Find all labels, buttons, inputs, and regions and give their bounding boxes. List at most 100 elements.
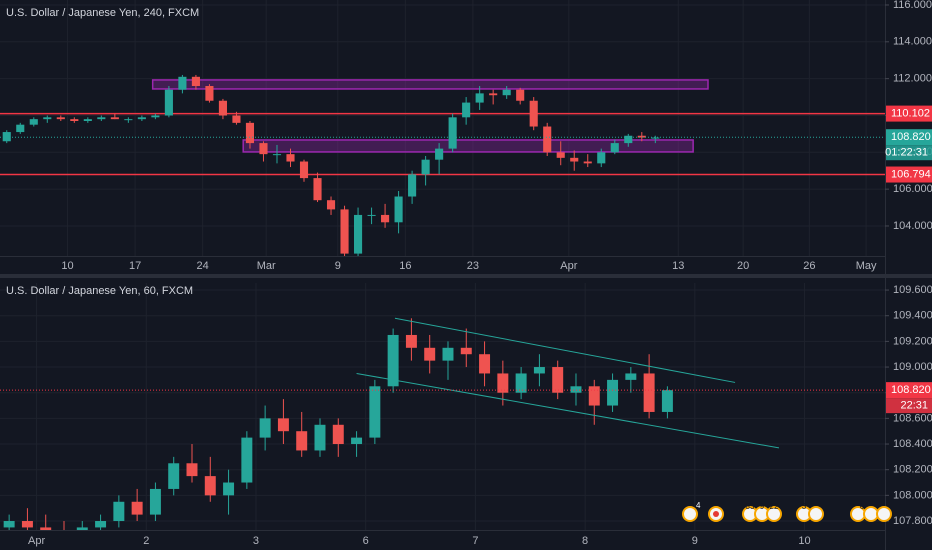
candle-body (533, 367, 545, 374)
candle-body (332, 424, 344, 445)
countdown-label: 01:22:31 (885, 147, 928, 159)
x-tick-label: 23 (467, 260, 479, 272)
candle-body (570, 157, 579, 162)
candle-body (124, 119, 133, 121)
candle-body (286, 154, 295, 162)
candle-body (435, 148, 444, 160)
candle-body (588, 386, 600, 406)
event-icon (808, 506, 824, 522)
candle-body (460, 347, 472, 355)
candle-body (232, 115, 241, 123)
y-tick-label: 108.000 (893, 489, 932, 501)
candle-body (369, 386, 381, 438)
candle-body (624, 135, 633, 144)
last-price-label: 108.820 (891, 131, 931, 143)
candle-body (583, 161, 592, 164)
y-tick-label: 109.600 (893, 284, 932, 296)
candle-body (83, 119, 92, 122)
countdown-tag (886, 398, 932, 414)
y-tick-label: 104.000 (893, 220, 932, 232)
candle-body (489, 93, 498, 96)
last-price-tag (886, 382, 932, 399)
x-tick-label: 10 (61, 260, 73, 272)
candle-body (516, 89, 525, 101)
y-tick-label: 108.400 (893, 438, 932, 450)
candle-body (259, 418, 271, 438)
candle-body (76, 527, 88, 530)
event-icons: 4 33 9 22 3 6 (682, 501, 892, 522)
x-tick-label: 2 (143, 535, 149, 547)
x-tick-label: 9 (692, 535, 698, 547)
y-tick-label: 109.200 (893, 335, 932, 347)
candle-body (204, 476, 216, 496)
x-tick-label: 10 (798, 535, 810, 547)
candle-body (272, 154, 282, 156)
candle-body (178, 76, 187, 90)
x-tick-label: 9 (335, 260, 341, 272)
candle-body (56, 117, 65, 120)
candle-body (43, 117, 52, 120)
candle-body (475, 93, 484, 103)
x-tick-label: 7 (472, 535, 478, 547)
candle-body (131, 501, 143, 515)
candle-body (113, 501, 125, 522)
candle-body (515, 373, 527, 393)
candle-body (137, 117, 146, 120)
candle-body (340, 209, 349, 254)
pane-bottom (0, 283, 885, 530)
x-tick-label: May (856, 260, 877, 272)
x-tick-label: 20 (737, 260, 749, 272)
candle-body (97, 117, 106, 120)
candle-body (205, 86, 214, 101)
y-tick-label: 109.000 (893, 361, 932, 373)
candle-body (421, 159, 430, 175)
candle-body (354, 214, 363, 254)
event-count: 22 (770, 502, 779, 511)
zone (151, 79, 709, 90)
candle-body (502, 89, 511, 96)
level-tag-label: 110.102 (891, 108, 930, 120)
x-tick-label: Apr (560, 260, 577, 272)
event-count: 9 (760, 502, 765, 511)
x-tick-label: 6 (363, 535, 369, 547)
candle-body (313, 178, 322, 201)
candle-body (191, 76, 200, 87)
y-tick-label: 107.800 (893, 515, 932, 527)
candle-body (424, 347, 436, 361)
candle-body (651, 137, 660, 139)
trend-line (356, 372, 780, 449)
candle-body (394, 196, 403, 223)
candle-body (149, 488, 161, 515)
candle-body (241, 437, 253, 483)
candle-body (637, 135, 646, 138)
y-tick-label: 112.000 (893, 73, 932, 85)
candle-body (151, 115, 160, 118)
candle-body (387, 334, 399, 387)
candle-body (543, 126, 552, 153)
x-tick-label: 3 (253, 535, 259, 547)
event-icon (766, 506, 782, 522)
event-icon-flag (713, 511, 719, 517)
candle-body (448, 117, 457, 149)
candle-body (223, 482, 235, 496)
candle-body (326, 200, 336, 210)
candle-body (40, 527, 52, 530)
candle-body (277, 418, 289, 432)
candle-body (625, 373, 637, 380)
candle-body (2, 132, 11, 142)
candle-body (597, 152, 606, 164)
candle-body (29, 119, 38, 125)
candle-body (186, 463, 198, 477)
event-count: 33 (746, 502, 755, 511)
candle-body (245, 122, 255, 144)
candle-body (462, 102, 471, 118)
y-tick-label: 106.000 (893, 183, 932, 195)
candle-body (529, 100, 538, 127)
event-icon (682, 506, 698, 522)
candle-body (218, 100, 227, 116)
x-tick-label: 26 (803, 260, 815, 272)
countdown-tag (886, 145, 932, 161)
candle-body (556, 152, 565, 158)
candle-body (381, 214, 390, 223)
